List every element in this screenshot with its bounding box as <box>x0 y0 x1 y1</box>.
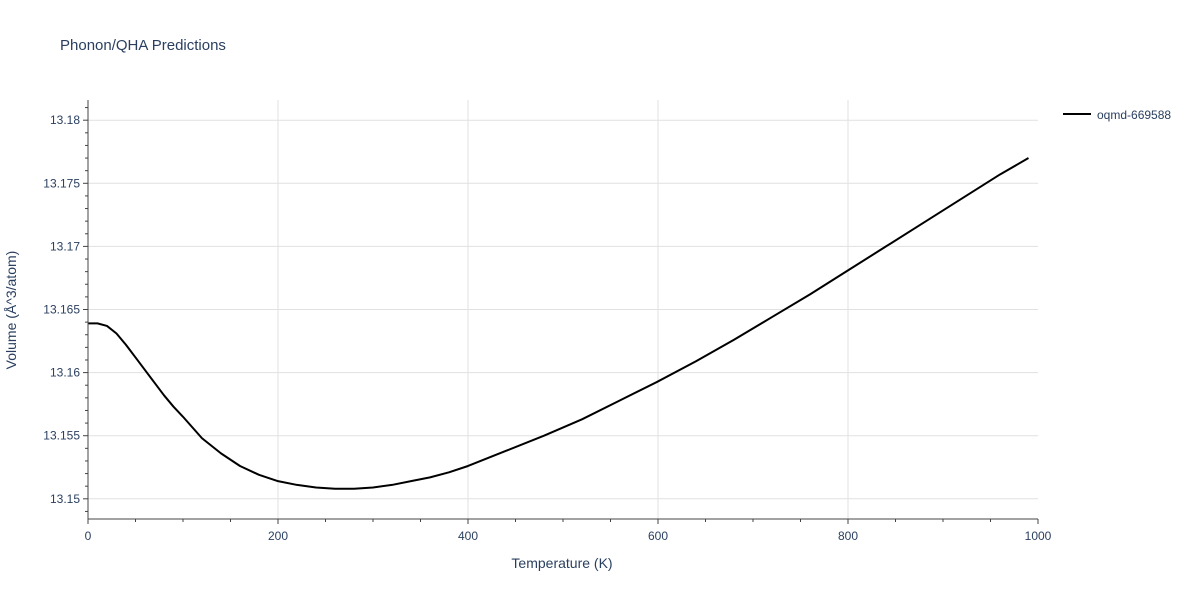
y-tick-label: 13.16 <box>50 366 80 380</box>
y-tick-label: 13.155 <box>43 429 80 443</box>
x-tick-label: 0 <box>85 529 92 543</box>
tick-labels: 0 200 400 600 800 1000 13.15 13.155 13.16 13.165 1… <box>43 113 1051 543</box>
grid-lines <box>88 100 1038 519</box>
y-tick-label: 13.15 <box>50 492 80 506</box>
y-axis-label: Volume (Å^3/atom) <box>3 251 19 370</box>
x-tick-label: 400 <box>458 529 478 543</box>
axes <box>83 100 1039 524</box>
legend-item-label: oqmd-669588 <box>1097 108 1171 122</box>
x-tick-label: 200 <box>268 529 288 543</box>
legend[interactable]: oqmd-669588 <box>1063 108 1171 122</box>
chart-title: Phonon/QHA Predictions <box>60 37 226 54</box>
y-tick-label: 13.17 <box>50 239 80 253</box>
x-tick-label: 800 <box>838 529 858 543</box>
x-axis-label: Temperature (K) <box>511 555 612 571</box>
series-line <box>88 157 1029 490</box>
x-tick-label: 1000 <box>1025 529 1052 543</box>
x-tick-label: 600 <box>648 529 668 543</box>
y-tick-label: 13.18 <box>50 113 80 127</box>
y-tick-label: 13.175 <box>43 176 80 190</box>
y-tick-label: 13.165 <box>43 303 80 317</box>
series-layer <box>88 157 1029 490</box>
